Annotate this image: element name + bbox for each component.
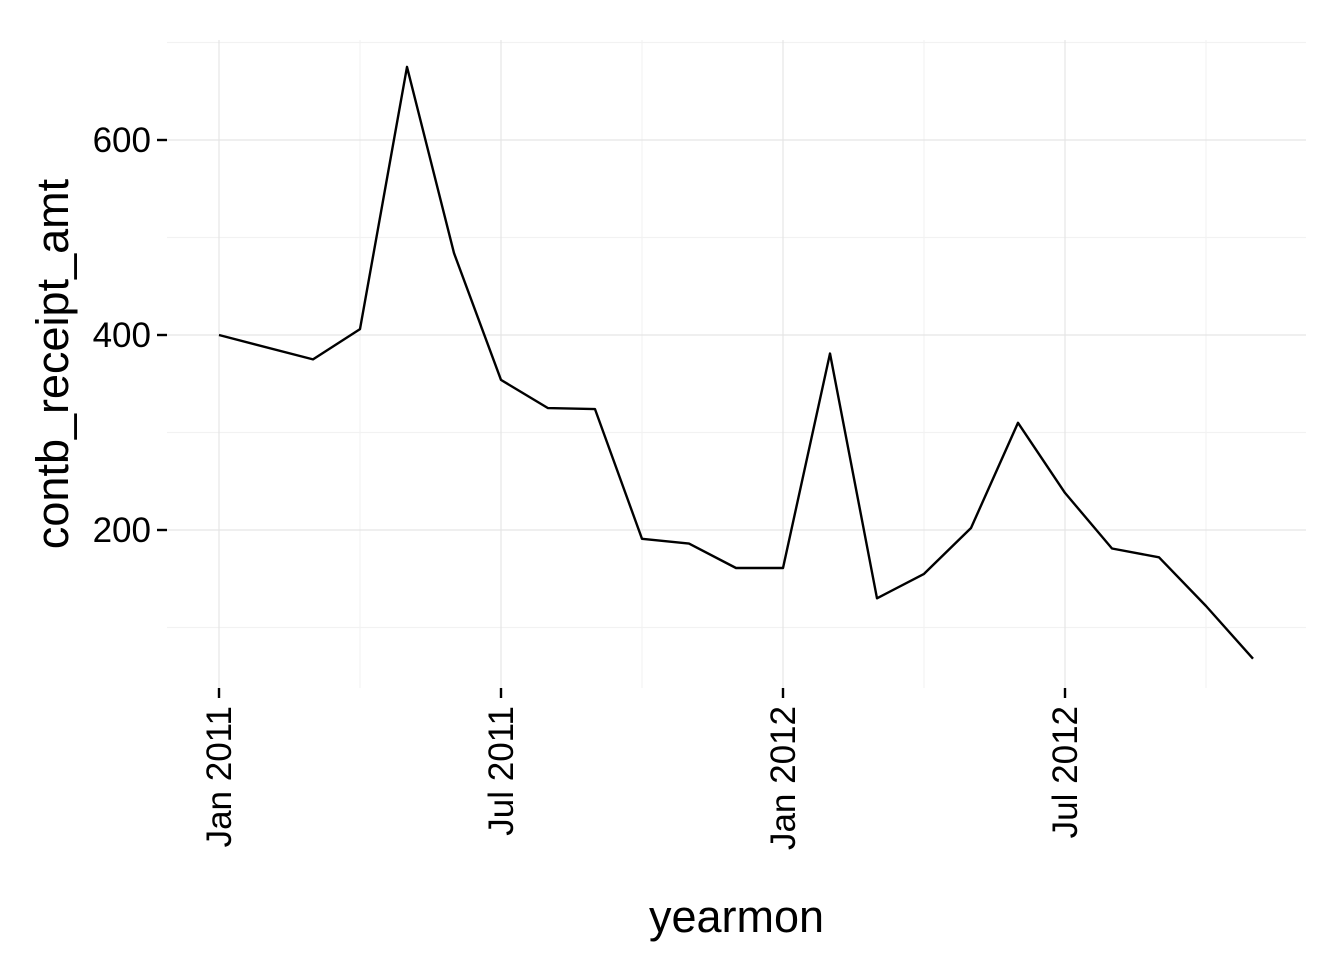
axis-ticks (157, 138, 1067, 698)
grid (167, 40, 1306, 688)
x-tick-label: Jan 2011 (200, 706, 239, 847)
series-line (218, 65, 1254, 660)
x-tick-label: Jan 2012 (764, 706, 803, 850)
x-tick-label: Jul 2012 (1046, 706, 1085, 838)
y-tick-label: 200 (93, 511, 151, 550)
y-tick-label: 600 (93, 121, 151, 160)
x-tick-label: Jul 2011 (482, 706, 521, 836)
y-tick-label: 400 (93, 316, 151, 355)
tick-labels: 200 400 600 Jan 2011 Jul 2011 Jan 2012 Jul 201… (93, 121, 1085, 850)
series (218, 65, 1254, 660)
x-axis-title: yearmon (649, 891, 824, 942)
y-axis-title: contb_receipt_amt (27, 178, 78, 549)
